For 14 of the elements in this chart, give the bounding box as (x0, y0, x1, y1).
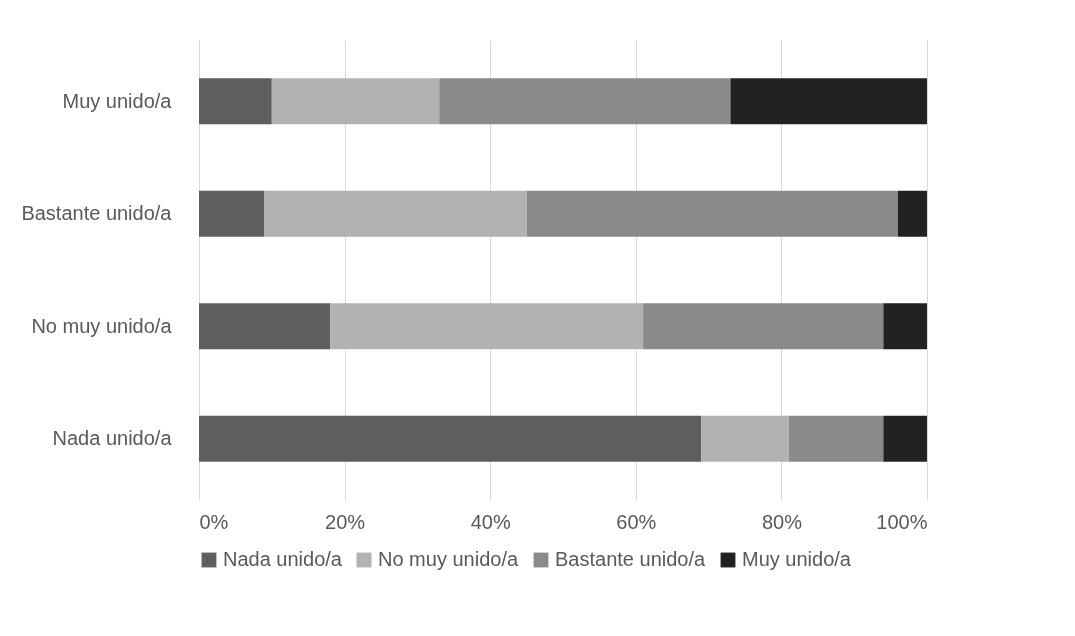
legend-label: Nada unido/a (223, 548, 343, 570)
legend-label: Muy unido/a (742, 548, 852, 570)
legend-label: Bastante unido/a (555, 548, 706, 570)
x-tick-label: 20% (325, 510, 366, 533)
x-tick-label: 40% (470, 510, 511, 533)
y-tick-label: No muy unido/a (31, 314, 173, 337)
y-tick-label: Muy unido/a (62, 89, 173, 112)
legend-label: No muy unido/a (378, 548, 519, 570)
y-tick-label: Bastante unido/a (21, 202, 173, 225)
x-tick-label: 60% (616, 510, 657, 533)
y-tick-label: Nada unido/a (52, 427, 173, 450)
x-tick-label: 0% (199, 510, 229, 533)
x-tick-label: 100% (876, 510, 928, 533)
x-tick-label: 80% (761, 510, 803, 533)
